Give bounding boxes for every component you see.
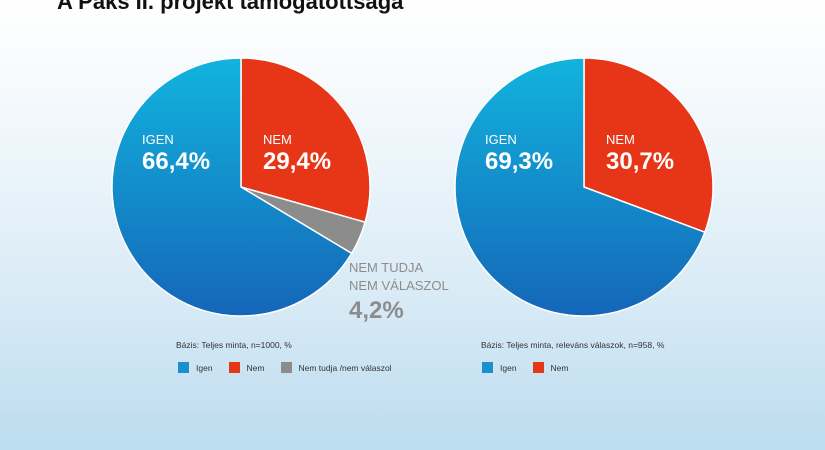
legend-1: Igen Nem Nem tudja /nem válaszol xyxy=(178,362,408,373)
legend-2: Igen Nem xyxy=(482,362,585,373)
legend-swatch xyxy=(178,362,189,373)
slice-value-nem: 30,7% xyxy=(606,148,674,175)
legend-item-igen: Igen xyxy=(482,362,517,373)
pie-slice-igen xyxy=(111,57,353,317)
base-note-2: Bázis: Teljes minta, releváns válaszok, … xyxy=(481,340,665,350)
pie-slice-nem xyxy=(583,57,714,234)
legend-swatch xyxy=(228,362,240,373)
legend-item-nem: Nem xyxy=(228,362,265,373)
chart-title: A Paks II. projekt támogatottsága xyxy=(57,0,404,14)
slice-label-igen: IGEN xyxy=(485,132,517,147)
legend-swatch xyxy=(482,362,493,373)
slice-label-nem: NEM xyxy=(606,132,635,147)
slice-value-igen: 69,3% xyxy=(485,148,553,175)
slice-label-nem-tudja-line2: NEM VÁLASZOL xyxy=(349,278,449,293)
slice-value-igen: 66,4% xyxy=(142,148,210,175)
slice-label-igen: IGEN xyxy=(142,132,174,147)
legend-item-igen: Igen xyxy=(178,362,213,373)
legend-swatch xyxy=(280,362,292,373)
slice-label-nem: NEM xyxy=(263,132,292,147)
pie-slice-igen xyxy=(454,57,706,317)
base-note-1: Bázis: Teljes minta, n=1000, % xyxy=(176,340,292,350)
pie-slice-nem xyxy=(240,57,371,224)
legend-item-nem: Nem xyxy=(532,362,569,373)
legend-item-nem-tudja: Nem tudja /nem válaszol xyxy=(280,362,392,373)
slice-value-nem: 29,4% xyxy=(263,148,331,175)
slice-value-nem-tudja: 4,2% xyxy=(349,297,404,324)
legend-swatch xyxy=(532,362,544,373)
slice-label-nem-tudja-line1: NEM TUDJA xyxy=(349,260,423,275)
